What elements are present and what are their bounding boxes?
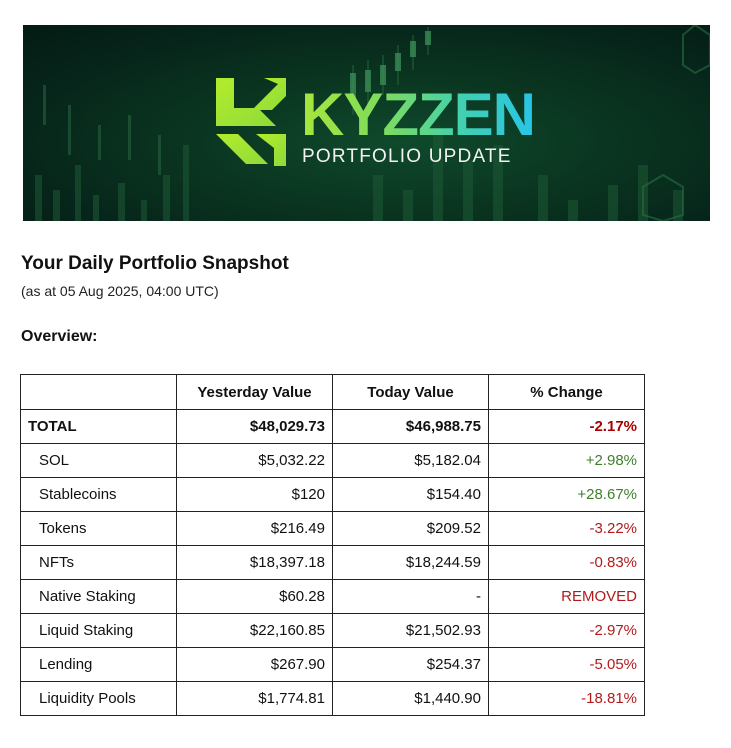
row-name: TOTAL — [20, 409, 177, 444]
kyzzen-logo-icon — [216, 78, 286, 166]
row-today-value: $1,440.90 — [332, 681, 489, 716]
row-percent-change: -5.05% — [488, 647, 645, 682]
table-row: Native Staking $60.28 - REMOVED — [20, 579, 645, 614]
portfolio-table: Yesterday Value Today Value % Change TOT… — [20, 374, 645, 716]
table-row: Lending $267.90 $254.37 -5.05% — [20, 647, 645, 682]
row-name: Stablecoins — [20, 477, 177, 512]
row-today-value: $18,244.59 — [332, 545, 489, 580]
table-row: Liquidity Pools $1,774.81 $1,440.90 -18.… — [20, 681, 645, 716]
table-row: Liquid Staking $22,160.85 $21,502.93 -2.… — [20, 613, 645, 648]
header-percent-change: % Change — [488, 374, 645, 410]
row-percent-change: -0.83% — [488, 545, 645, 580]
row-yesterday-value: $22,160.85 — [176, 613, 333, 648]
row-today-value: - — [332, 579, 489, 614]
banner-subtitle: PORTFOLIO UPDATE — [302, 146, 512, 167]
row-percent-change: +28.67% — [488, 477, 645, 512]
row-name: NFTs — [20, 545, 177, 580]
overview-label: Overview: — [21, 328, 98, 345]
row-name: Lending — [20, 647, 177, 682]
row-percent-change: REMOVED — [488, 579, 645, 614]
table-row: Tokens $216.49 $209.52 -3.22% — [20, 511, 645, 546]
row-percent-change: -3.22% — [488, 511, 645, 546]
table-header-row: Yesterday Value Today Value % Change — [20, 374, 645, 410]
row-yesterday-value: $60.28 — [176, 579, 333, 614]
candlestick-chart-background — [35, 25, 710, 221]
row-name: Native Staking — [20, 579, 177, 614]
snapshot-timestamp: (as at 05 Aug 2025, 04:00 UTC) — [21, 283, 219, 299]
brand-wordmark: KYZZEN — [301, 81, 536, 148]
row-yesterday-value: $267.90 — [176, 647, 333, 682]
row-percent-change: -2.17% — [488, 409, 645, 444]
row-yesterday-value: $48,029.73 — [176, 409, 333, 444]
row-today-value: $209.52 — [332, 511, 489, 546]
row-percent-change: -2.97% — [488, 613, 645, 648]
row-name: Liquid Staking — [20, 613, 177, 648]
row-yesterday-value: $120 — [176, 477, 333, 512]
row-today-value: $254.37 — [332, 647, 489, 682]
row-name: Tokens — [20, 511, 177, 546]
row-yesterday-value: $5,032.22 — [176, 443, 333, 478]
header-today-value: Today Value — [332, 374, 489, 410]
table-row-total: TOTAL $48,029.73 $46,988.75 -2.17% — [20, 409, 645, 444]
row-percent-change: -18.81% — [488, 681, 645, 716]
row-name: SOL — [20, 443, 177, 478]
row-name: Liquidity Pools — [20, 681, 177, 716]
header-banner: KYZZEN PORTFOLIO UPDATE — [23, 25, 710, 221]
page-title: Your Daily Portfolio Snapshot — [21, 253, 289, 274]
row-yesterday-value: $18,397.18 — [176, 545, 333, 580]
row-yesterday-value: $1,774.81 — [176, 681, 333, 716]
header-yesterday-value: Yesterday Value — [176, 374, 333, 410]
row-percent-change: +2.98% — [488, 443, 645, 478]
row-today-value: $154.40 — [332, 477, 489, 512]
header-asset — [20, 374, 177, 410]
row-today-value: $5,182.04 — [332, 443, 489, 478]
row-yesterday-value: $216.49 — [176, 511, 333, 546]
table-row: SOL $5,032.22 $5,182.04 +2.98% — [20, 443, 645, 478]
table-row: NFTs $18,397.18 $18,244.59 -0.83% — [20, 545, 645, 580]
row-today-value: $21,502.93 — [332, 613, 489, 648]
table-row: Stablecoins $120 $154.40 +28.67% — [20, 477, 645, 512]
row-today-value: $46,988.75 — [332, 409, 489, 444]
